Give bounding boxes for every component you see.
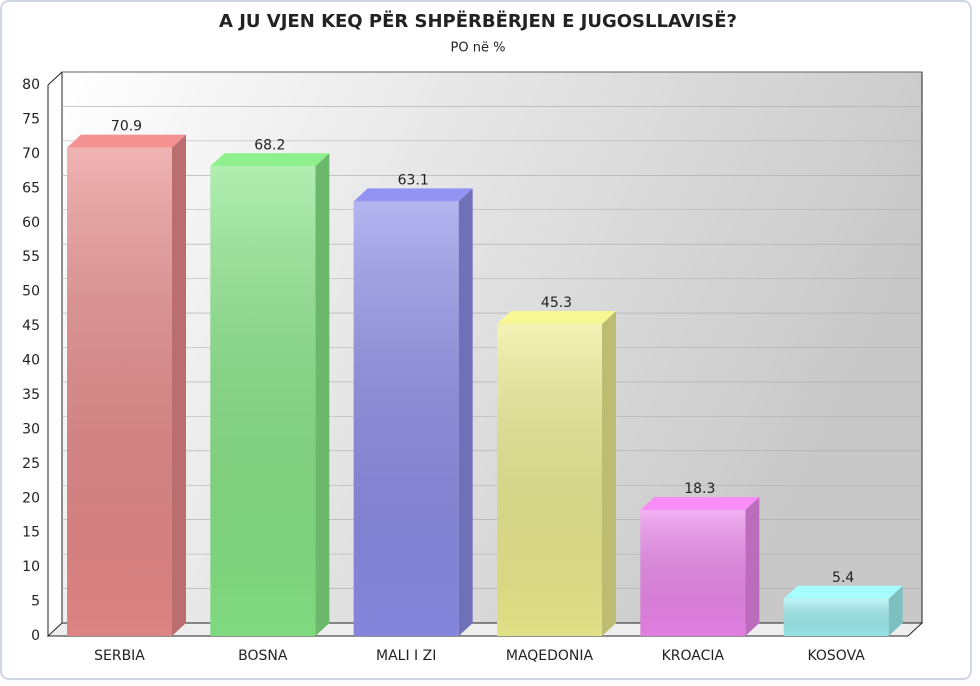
bar-top	[640, 496, 760, 510]
bar-shine	[640, 509, 746, 636]
bar-top	[210, 153, 330, 167]
y-tick-label: 0	[31, 628, 40, 644]
bar-side	[888, 585, 903, 636]
bar-shine	[497, 323, 602, 636]
y-tick-label: 45	[22, 318, 40, 334]
bar-shine	[67, 147, 172, 636]
value-label: 70.9	[111, 119, 142, 135]
chart-title: A JU VJEN KEQ PËR SHPËRBËRJEN E JUGOSLLA…	[219, 10, 737, 32]
value-label: 5.4	[832, 570, 854, 586]
y-tick-label: 80	[22, 77, 40, 93]
y-tick-label: 70	[22, 146, 40, 162]
y-tick-label: 5	[31, 594, 40, 610]
bar-top	[783, 585, 903, 599]
bar-side	[315, 153, 330, 636]
y-tick-label: 55	[22, 249, 40, 265]
y-tick-label: 60	[22, 215, 40, 231]
x-tick-label: KOSOVA	[807, 648, 865, 664]
y-tick-label: 25	[22, 456, 40, 472]
x-tick-label: MALI I ZI	[376, 648, 436, 664]
y-tick-label: 75	[22, 111, 40, 127]
bar-side	[602, 310, 616, 636]
x-tick-label: SERBIA	[94, 648, 145, 664]
y-tick-label: 20	[22, 490, 40, 506]
bar-top	[353, 188, 473, 202]
value-label: 68.2	[254, 137, 285, 153]
y-tick-label: 50	[22, 284, 40, 300]
y-tick-label: 15	[22, 525, 40, 541]
bar-side	[745, 496, 760, 636]
y-tick-label: 40	[22, 353, 40, 369]
y-tick-label: 30	[22, 421, 40, 437]
chart-subtitle: PO në %	[451, 41, 506, 56]
bar-top	[67, 134, 186, 148]
x-tick-label: KROACIA	[662, 648, 725, 664]
bar-shine	[353, 201, 459, 636]
y-tick-label: 65	[22, 180, 40, 196]
x-tick-label: BOSNA	[238, 648, 288, 664]
bar-side	[172, 134, 186, 636]
value-label: 63.1	[398, 172, 429, 188]
bar-top	[497, 310, 616, 324]
y-tick-label: 10	[22, 559, 40, 575]
value-label: 45.3	[541, 295, 572, 311]
value-label: 18.3	[684, 481, 715, 497]
bar-side	[458, 188, 473, 636]
axis-edge	[47, 71, 63, 86]
bar-shine	[210, 166, 316, 636]
y-tick-label: 35	[22, 387, 40, 403]
x-tick-label: MAQEDONIA	[506, 648, 594, 664]
bar-shine	[783, 598, 889, 636]
